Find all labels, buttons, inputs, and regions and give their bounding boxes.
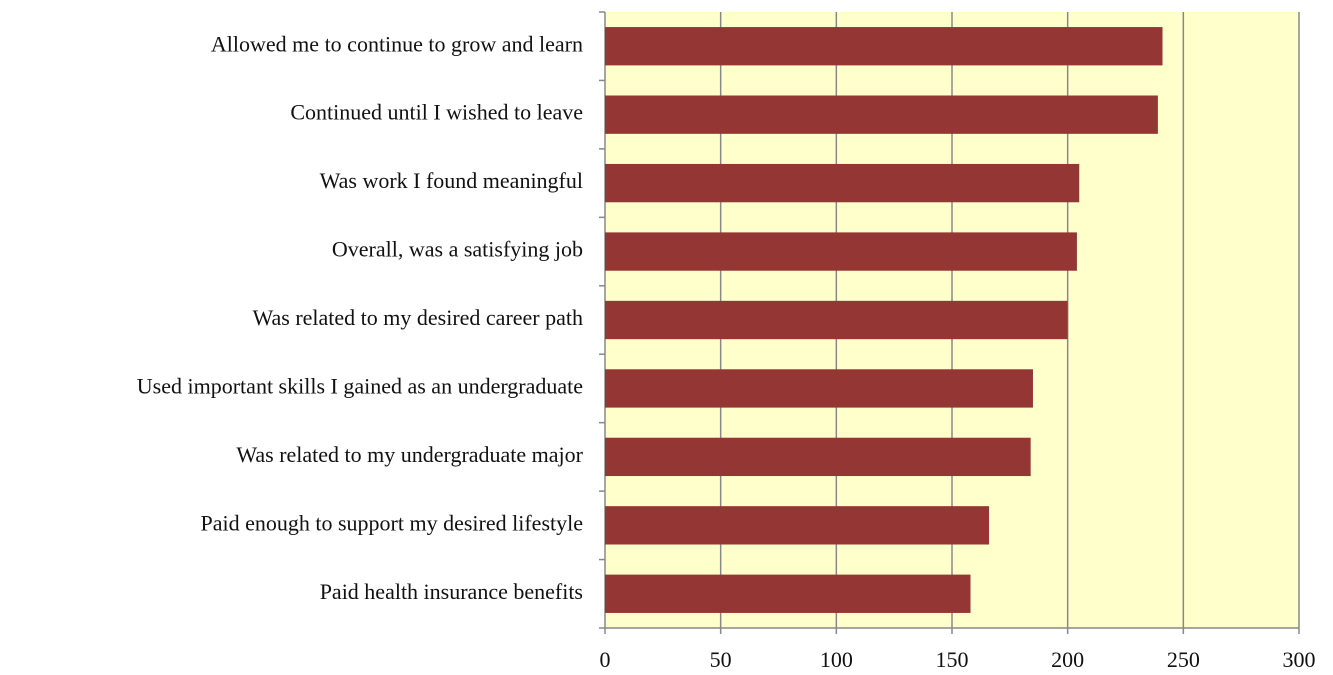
x-tick-label: 50 [710,647,732,672]
x-tick-label: 100 [820,647,853,672]
bar [605,300,1068,340]
bar [605,437,1031,477]
y-tick-label: Allowed me to continue to grow and learn [211,31,583,56]
y-tick-label: Paid enough to support my desired lifest… [201,510,584,535]
y-tick-label: Was related to my desired career path [252,305,583,330]
bar [605,574,971,613]
x-tick-label: 0 [600,647,611,672]
y-tick-label: Overall, was a satisfying job [332,237,583,262]
x-tick-label: 200 [1051,647,1084,672]
y-tick-label: Paid health insurance benefits [320,579,583,604]
bar [605,27,1163,66]
y-tick-label: Used important skills I gained as an und… [137,373,583,398]
y-tick-label: Continued until I wished to leave [290,100,583,125]
y-tick-label: Was related to my undergraduate major [236,442,583,467]
x-tick-label: 150 [936,647,969,672]
bar [605,163,1080,203]
bar [605,232,1077,271]
x-tick-label: 300 [1283,647,1316,672]
bar [605,369,1033,408]
x-tick-label: 250 [1167,647,1200,672]
bar [605,95,1158,134]
bar [605,506,990,545]
y-tick-label: Was work I found meaningful [320,168,583,193]
